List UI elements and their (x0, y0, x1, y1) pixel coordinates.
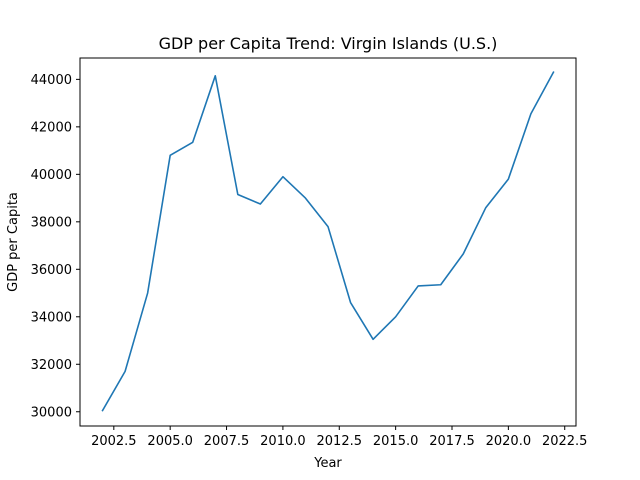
y-axis-label: GDP per Capita (6, 192, 21, 292)
x-tick-label: 2022.5 (542, 434, 588, 449)
series-line-0 (101, 71, 555, 412)
x-tick-label: 2015.0 (373, 434, 419, 449)
y-tick-label: 34000 (31, 310, 72, 325)
x-axis-label: Year (313, 456, 342, 471)
y-tick-label: 36000 (31, 263, 72, 278)
chart-title: GDP per Capita Trend: Virgin Islands (U.… (159, 34, 498, 53)
y-tick-label: 32000 (31, 358, 72, 373)
y-tick-label: 38000 (31, 215, 72, 230)
x-tick-label: 2002.5 (91, 434, 137, 449)
x-tick-label: 2007.5 (204, 434, 250, 449)
x-tick-label: 2010.0 (260, 434, 306, 449)
x-tick-label: 2005.0 (147, 434, 193, 449)
y-tick-label: 42000 (31, 120, 72, 135)
plot-area: 2002.5 2005.0 2007.5 2010.0 2012.5 2015.0 2017… (31, 57, 588, 449)
y-tick-label: 30000 (31, 405, 72, 420)
y-tick-label: 44000 (31, 73, 72, 88)
x-tick-label: 2020.0 (486, 434, 532, 449)
x-tick-label: 2012.5 (317, 434, 363, 449)
x-tick-label: 2017.5 (429, 434, 475, 449)
y-tick-label: 40000 (31, 168, 72, 183)
axes-frame (79, 57, 577, 427)
